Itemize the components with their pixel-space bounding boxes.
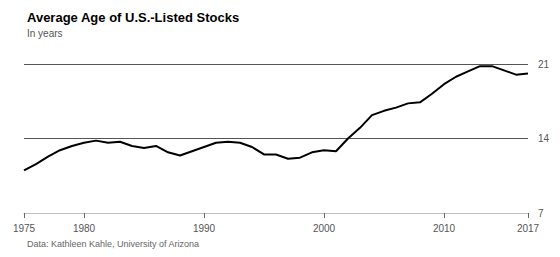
svg-text:1975: 1975 — [13, 223, 36, 234]
svg-text:2010: 2010 — [433, 223, 456, 234]
svg-text:Average Age of U.S.-Listed Sto: Average Age of U.S.-Listed Stocks — [27, 10, 239, 25]
svg-text:Data: Kathleen Kahle, Universi: Data: Kathleen Kahle, University of Ariz… — [27, 239, 199, 249]
svg-text:14: 14 — [538, 133, 550, 144]
svg-text:1980: 1980 — [73, 223, 96, 234]
svg-text:2000: 2000 — [313, 223, 336, 234]
svg-text:2017: 2017 — [517, 223, 540, 234]
svg-text:7: 7 — [538, 208, 544, 219]
svg-text:1990: 1990 — [193, 223, 216, 234]
svg-text:In years: In years — [27, 28, 63, 39]
svg-text:21: 21 — [538, 59, 550, 70]
